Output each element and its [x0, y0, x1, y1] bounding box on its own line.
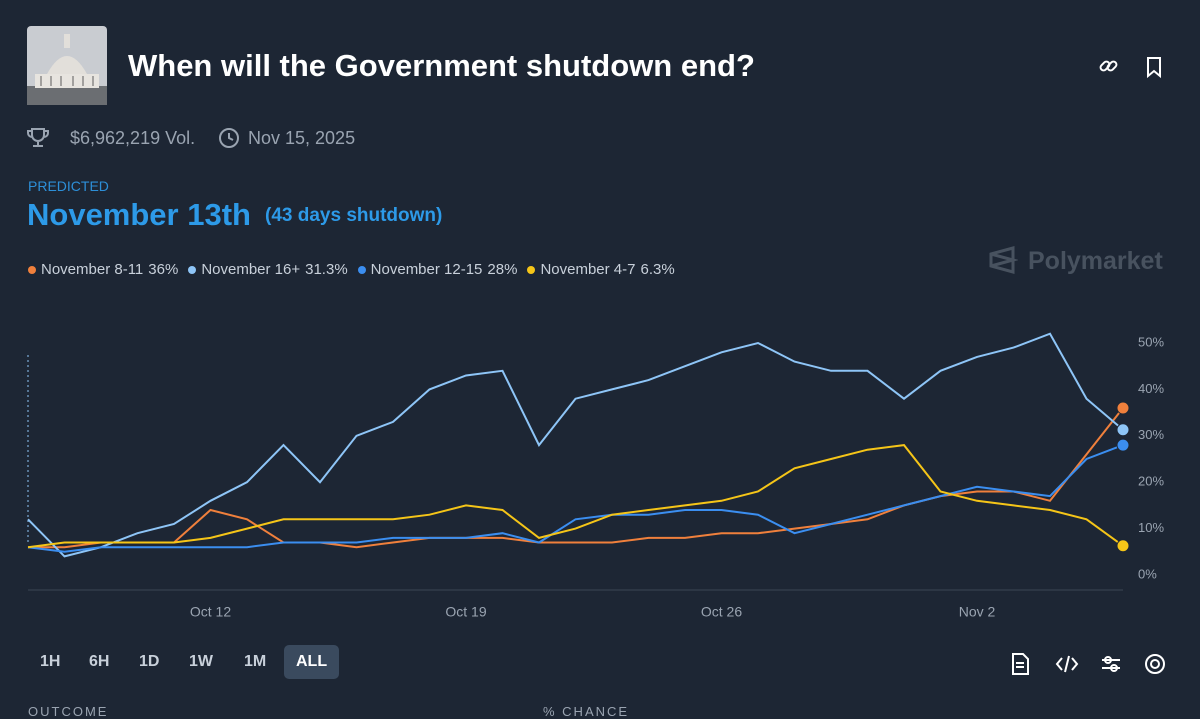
x-tick-label: Oct 26	[701, 604, 742, 620]
series-line	[27, 332, 1124, 558]
x-tick-label: Oct 12	[190, 604, 231, 620]
legend-dot	[357, 265, 366, 274]
legend-item: November 12-15 28%	[357, 261, 518, 278]
volume: $6,962,219 Vol.	[70, 128, 196, 148]
legend-dot	[188, 265, 197, 274]
legend-name: November 8-11	[41, 261, 144, 278]
range-button[interactable]: ALL	[284, 645, 340, 679]
range-button[interactable]: 1W	[189, 653, 213, 670]
brand-icon	[989, 246, 1018, 274]
y-tick-label: 50%	[1138, 334, 1164, 349]
legend-name: November 4-7	[540, 261, 636, 278]
series-line	[27, 444, 1124, 549]
y-tick-label: 0%	[1138, 566, 1157, 581]
legend-name: November 16+	[201, 261, 301, 278]
end-dot	[1116, 539, 1130, 553]
actions[interactable]	[1098, 55, 1168, 79]
chart: 0% 10% 20% 30% 40% 50% Oct 12 Oct 19 Oct 26 Nov 2	[27, 332, 1164, 620]
legend-value: 36%	[148, 261, 179, 278]
series-line	[28, 407, 1124, 549]
y-tick-label: 20%	[1138, 474, 1164, 489]
legend: November 8-11 36% November 16+ 31.3% Novembe…	[28, 261, 675, 278]
legend-value: 31.3%	[305, 261, 348, 278]
end-dot	[1116, 401, 1130, 415]
col-chance: % CHANCE	[543, 704, 630, 719]
legend-name: November 12-15	[370, 261, 483, 278]
predicted-value: November 13th	[27, 197, 251, 232]
y-tick-label: 40%	[1138, 381, 1164, 396]
range-button[interactable]: 1H	[40, 653, 61, 670]
market-image	[27, 26, 107, 105]
tool-icons[interactable]	[1010, 652, 1170, 676]
series-line	[27, 444, 1124, 553]
watermark: Polymarket	[1028, 247, 1163, 275]
col-outcome: OUTCOME	[28, 704, 109, 719]
x-tick-label: Nov 2	[959, 604, 996, 620]
predicted-label: PREDICTED	[28, 178, 109, 194]
stats-icons	[27, 128, 239, 148]
end-dot	[1116, 423, 1130, 437]
title: When will the Government shutdown end?	[128, 48, 755, 83]
end-dot	[1116, 438, 1130, 452]
legend-item: November 4-7 6.3%	[527, 261, 675, 278]
legend-dot	[527, 265, 536, 274]
range-button[interactable]: 6H	[89, 653, 110, 670]
range-button[interactable]: 1M	[244, 653, 267, 670]
legend-value: 6.3%	[640, 261, 675, 278]
legend-item: November 16+ 31.3%	[188, 261, 348, 278]
range-button[interactable]: 1D	[139, 653, 160, 670]
legend-value: 28%	[487, 261, 518, 278]
end-date: Nov 15, 2025	[248, 128, 356, 148]
legend-dot	[28, 265, 36, 274]
legend-item: November 8-11 36%	[28, 261, 178, 278]
y-tick-label: 30%	[1138, 427, 1164, 442]
y-tick-label: 10%	[1138, 520, 1164, 535]
predicted-note: (43 days shutdown)	[265, 205, 443, 226]
x-tick-label: Oct 19	[445, 604, 486, 620]
